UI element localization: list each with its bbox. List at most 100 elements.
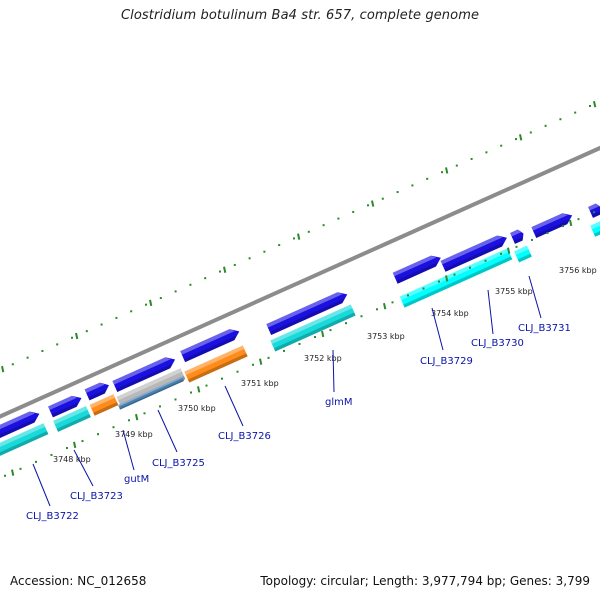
gene-arrow-11-shade (591, 210, 600, 218)
outer-tick (529, 131, 532, 134)
cds-box-8 (514, 245, 532, 263)
inner-tick (329, 329, 332, 332)
gene-label: CLJ_B3726 (218, 431, 271, 442)
outer-tick (248, 257, 251, 260)
gene-arrow-5-body (180, 329, 240, 363)
outer-major-tick (593, 100, 597, 108)
outer-tick (100, 323, 103, 326)
cds-box-1-highlight (0, 423, 46, 456)
outer-tick (204, 277, 207, 280)
inner-tick (500, 252, 502, 255)
gene-arrow-4 (112, 357, 176, 392)
outer-tick (337, 217, 340, 220)
cds-box-8-body (514, 245, 532, 263)
gene-arrow-3-shade (88, 389, 107, 401)
leader-line (32, 463, 51, 507)
gene-arrow-10-highlight (531, 213, 568, 231)
cds-box-2-body (53, 406, 91, 432)
outer-tick (278, 244, 281, 247)
outer-major-tick (223, 266, 227, 273)
gene-arrow-6-body (266, 292, 348, 336)
outer-tick (396, 191, 399, 194)
cds-track (0, 219, 600, 463)
outer-tick (470, 157, 473, 160)
inner-tick (453, 273, 456, 276)
inner-major-tick (569, 219, 573, 227)
leader-line (122, 429, 135, 471)
cds-box-steel-shade (119, 379, 184, 410)
inner-tick (422, 287, 425, 290)
gene-arrow-4-body (112, 357, 176, 392)
cds-box-4-body (116, 368, 186, 408)
gene-arrow-7-body (392, 255, 441, 284)
gene-leader-lines (32, 275, 542, 507)
kbp-label: 3754 kbp (431, 309, 469, 318)
inner-major-tick (321, 330, 325, 338)
gene-arrow-6-shade (269, 298, 345, 336)
gene-arrow-1-body (0, 411, 40, 444)
inner-tick (577, 218, 580, 221)
outer-tick (381, 197, 384, 200)
outer-tick (293, 237, 295, 240)
inner-tick (128, 419, 130, 422)
cds-box-1-shade (0, 431, 49, 463)
outer-major-tick (149, 299, 153, 307)
gene-arrow-2-highlight (48, 395, 78, 411)
inner-tick (515, 245, 518, 248)
gene-arrow-4-shade (115, 363, 173, 392)
inner-major-tick (383, 302, 387, 310)
inner-tick (407, 294, 409, 297)
gene-arrow-11-highlight (588, 203, 599, 211)
inner-major-tick (135, 413, 139, 421)
leader-line (332, 349, 335, 393)
gene-arrow-11-body (588, 203, 600, 218)
forward-gene-track (0, 203, 600, 444)
gene-label: gutM (124, 474, 149, 485)
gene-arrow-1-highlight (0, 411, 35, 437)
outer-tick (307, 230, 310, 233)
inner-tick (236, 370, 239, 373)
outer-tick (485, 151, 488, 154)
outer-major-tick (371, 200, 375, 207)
gene-arrow-5 (180, 329, 240, 363)
gene-arrow-3 (84, 382, 109, 401)
outer-tick (574, 111, 577, 114)
inner-tick (159, 405, 161, 408)
cds-box-1 (0, 423, 49, 463)
outer-tick (115, 316, 118, 319)
outer-major-tick (519, 134, 523, 141)
outer-tick (263, 250, 266, 253)
gene-arrow-6-highlight (266, 292, 343, 328)
kbp-label: 3755 kbp (495, 287, 533, 296)
gene-arrow-1 (0, 411, 40, 444)
gene-arrow-10-shade (534, 219, 570, 239)
gene-label: CLJ_B3725 (152, 458, 205, 469)
inner-tick (484, 259, 487, 262)
outer-tick (189, 283, 192, 286)
inner-tick (174, 398, 177, 401)
gene-arrow-2-shade (51, 402, 79, 418)
backbone-line (0, 145, 600, 419)
cds-box-3-shade (93, 402, 119, 416)
cds-box-6 (270, 304, 356, 352)
gene-arrow-8-body (440, 235, 507, 272)
outer-tick (500, 144, 503, 147)
inner-major-tick (197, 386, 201, 393)
gene-arrow-11 (588, 203, 600, 218)
gene-arrow-9-body (510, 229, 524, 244)
cds-box-1-body (0, 423, 49, 463)
inner-major-tick (259, 358, 263, 365)
gene-arrow-9-highlight (510, 229, 521, 237)
kbp-label: 3752 kbp (304, 354, 342, 363)
gene-arrow-7-highlight (392, 255, 437, 277)
gene-label: CLJ_B3731 (518, 323, 571, 334)
inner-tick (190, 391, 192, 394)
outer-major-tick (75, 332, 79, 340)
outer-major-tick (445, 167, 449, 174)
inner-tick (19, 467, 22, 470)
inner-tick (391, 301, 394, 304)
gene-arrow-5-highlight (180, 329, 235, 355)
leader-line (73, 449, 94, 487)
gene-arrow-10-body (531, 213, 573, 239)
